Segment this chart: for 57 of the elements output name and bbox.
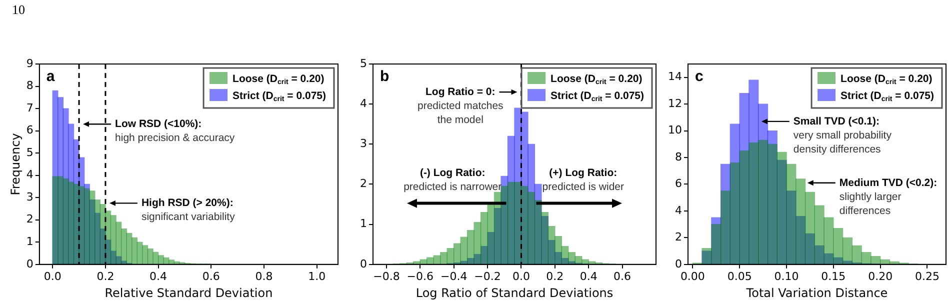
x-tick-label: 0.4 [580,270,598,283]
y-tick-label: 4 [674,204,682,217]
x-tick-label: 0.6 [202,270,220,283]
y-tick-label: 0 [360,257,367,270]
y-tick-label: 5 [26,146,34,159]
y-tick-label: 8 [674,150,682,164]
y-tick-label: 12 [668,96,682,110]
x-tick-label: 0.0 [512,270,530,283]
x-tick-label: −0.2 [474,270,501,283]
x-tick-label: 0.25 [914,270,940,283]
y-axis-title: Frequency [8,133,22,196]
x-tick-label: 0.6 [614,270,632,283]
x-tick-label: 0.4 [150,270,168,283]
x-tick-label: −0.8 [373,270,400,283]
y-tick-label: 5 [360,56,367,70]
y-tick-label: 14 [668,70,682,84]
y-tick-label: 1 [26,234,34,248]
x-tick-label: 0.2 [546,270,564,283]
x-tick-label: 0.2 [96,270,114,283]
y-tick-label: 7 [26,101,34,114]
x-tick-label: −0.4 [440,270,468,283]
y-tick-label: 6 [674,177,682,190]
chart-title: c [694,68,704,85]
y-tick-label: 2 [674,230,682,244]
x-axis-title: Log Ratio of Standard Deviations [416,286,614,300]
annotation: High RSD (> 20%): significant variability [141,197,236,224]
x-axis-title: Relative Standard Deviation [104,286,273,300]
x-tick-label: 0.10 [774,270,799,283]
y-tick-label: 10 [668,124,682,137]
y-tick-label: 9 [26,56,34,70]
x-tick-label: −0.6 [406,270,434,283]
x-axis-title: Total Variation Distance [745,286,888,300]
x-tick-label: 0.0 [44,270,62,283]
y-tick-label: 2 [26,212,34,226]
y-tick-label: 0 [674,257,682,270]
chart-title: a [46,68,56,85]
y-tick-label: 4 [360,96,367,110]
x-tick-label: 0.00 [680,270,705,283]
y-tick-label: 1 [360,217,367,230]
x-tick-label: 0.05 [727,270,752,283]
chart-title: b [380,68,390,85]
y-tick-label: 3 [360,137,367,150]
y-tick-label: 0 [26,257,34,270]
x-tick-label: 0.8 [255,270,273,283]
annotation: Low RSD (<10%): high precision & accuracy [115,118,236,144]
annotation: Medium TVD (<0.2): slightly larger differences [839,176,938,217]
x-tick-label: 0.15 [821,270,846,283]
y-tick-label: 8 [26,79,34,92]
x-tick-label: 0.20 [868,270,893,283]
y-tick-label: 3 [26,190,34,204]
annotation: Log Ratio = 0: predicted matches the model [417,86,504,126]
y-tick-label: 6 [26,124,34,137]
annotation: Small TVD (<0.1): very small probability density differences [793,115,892,156]
y-tick-label: 2 [360,177,367,190]
y-tick-label: 4 [26,168,34,182]
x-tick-label: 1.0 [308,270,326,283]
annotation: (+) Log Ratio: predicted is wider [542,167,624,194]
